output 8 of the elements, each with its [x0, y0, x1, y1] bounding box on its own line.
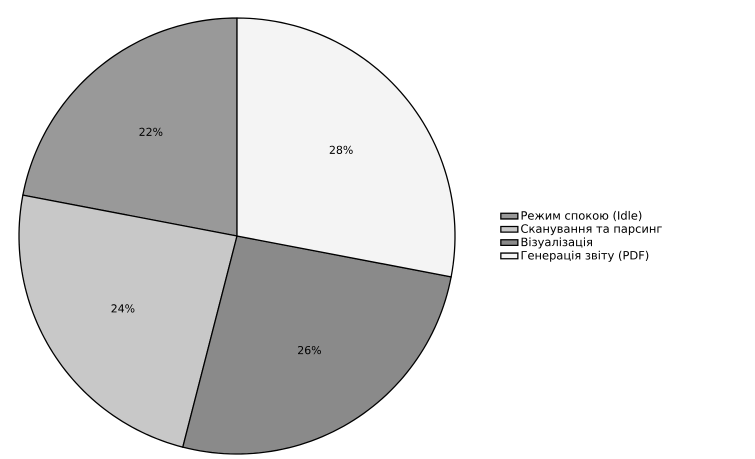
data-label: 28% [330, 146, 353, 154]
legend-label: Генерація звіту (PDF) [522, 250, 648, 262]
legend-label: Візуалізація [522, 237, 592, 248]
legend-label: Сканування та парсинг [521, 224, 662, 236]
data-label: 26% [298, 346, 321, 354]
data-label: 22% [139, 128, 162, 136]
data-label: 24% [112, 304, 134, 313]
legend-label: Режим спокою (Idle) [522, 210, 642, 222]
